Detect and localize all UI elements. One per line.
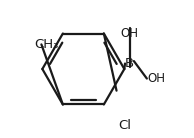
Text: OH: OH [121, 27, 139, 40]
Text: Cl: Cl [118, 119, 131, 132]
Text: CH₃: CH₃ [34, 38, 58, 51]
Text: OH: OH [148, 72, 165, 85]
Text: B: B [125, 57, 134, 70]
